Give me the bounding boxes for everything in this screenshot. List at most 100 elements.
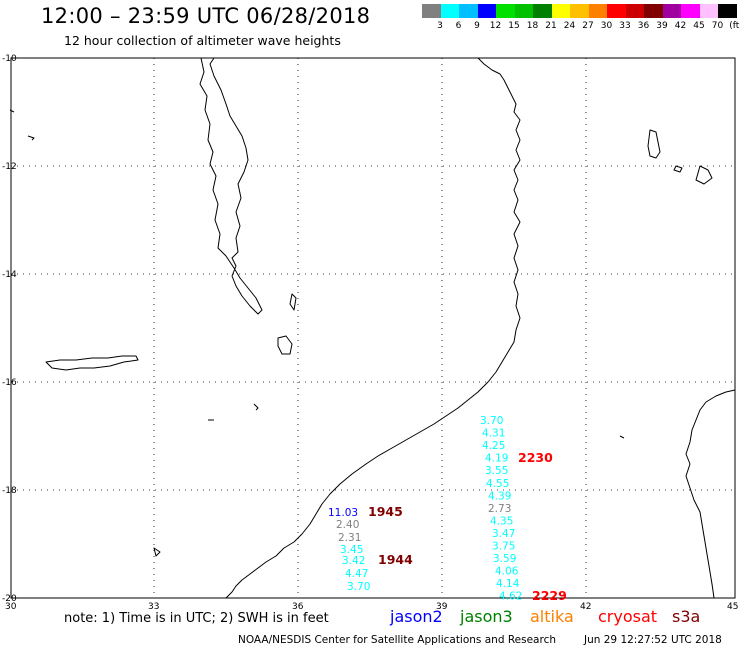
- lon-label: 45: [727, 602, 738, 612]
- wave-height-reading: 4.14: [496, 578, 520, 590]
- credit-line: NOAA/NESDIS Center for Satellite Applica…: [238, 634, 556, 646]
- legend-swatch: [644, 4, 663, 18]
- legend-label: 39: [656, 21, 668, 31]
- legend-label: 45: [693, 21, 705, 31]
- lake-kariba-outline: [45, 355, 139, 371]
- legend-swatch: [588, 4, 607, 18]
- wave-height-reading: 3.55: [485, 465, 508, 477]
- legend-swatch: [570, 4, 589, 18]
- pass-time-label: 2230: [518, 450, 553, 465]
- lon-label: 36: [292, 602, 304, 612]
- lon-label: 33: [148, 602, 159, 612]
- legend-swatch: [533, 4, 552, 18]
- legend-label: 6: [455, 21, 462, 31]
- wave-height-reading: 3.70: [480, 415, 503, 427]
- legend-label: 70: [711, 21, 724, 31]
- legend-swatch: [681, 4, 700, 18]
- lat-label: -10: [2, 54, 17, 64]
- wave-height-reading: 4.62: [499, 591, 522, 603]
- small-island: [9, 109, 15, 113]
- legend-swatch: [699, 4, 718, 18]
- legend-swatch: [422, 4, 441, 18]
- wave-height-reading: 4.31: [482, 428, 505, 440]
- legend-label: 3: [437, 21, 443, 31]
- wave-height-reading: 11.03: [328, 507, 358, 519]
- pass-time-label: 1944: [378, 552, 413, 567]
- legend-swatch: [477, 4, 496, 18]
- small-island: [27, 135, 35, 141]
- legend-swatch: [514, 4, 533, 18]
- altimeter-readings: 3.704.314.254.193.554.554.392.734.353.47…: [328, 415, 567, 603]
- legend-label: 21: [545, 21, 557, 31]
- lat-label: -16: [2, 378, 17, 388]
- legend-swatch: [607, 4, 626, 18]
- map-frame: [10, 57, 736, 599]
- legend-label: 18: [526, 21, 539, 31]
- legend-label: (ft): [729, 21, 740, 31]
- wave-height-reading: 3.47: [492, 528, 515, 540]
- wave-height-reading: 3.59: [493, 553, 516, 565]
- legend-label: 42: [674, 21, 687, 31]
- footer-note: note: 1) Time is in UTC; 2) SWH is in fe…: [64, 611, 329, 626]
- wave-height-reading: 3.75: [492, 541, 515, 553]
- wave-height-reading: 4.06: [495, 566, 519, 578]
- legend-swatch: [496, 4, 515, 18]
- legend-label: 15: [508, 21, 520, 31]
- wave-height-reading: 3.42: [342, 555, 365, 567]
- legend-swatch: [662, 4, 681, 18]
- legend-label: 27: [582, 21, 594, 31]
- wave-height-reading: 4.19: [485, 453, 508, 465]
- madagascar-coastline: [685, 389, 736, 599]
- lake-outline: [289, 293, 297, 311]
- wave-height-reading: 4.35: [490, 515, 513, 527]
- map-title: 12:00 – 23:59 UTC 06/28/2018: [41, 4, 371, 28]
- legend-swatch: [551, 4, 570, 18]
- lat-label: -14: [2, 270, 17, 280]
- comoros-island: [647, 129, 661, 159]
- lat-label: -12: [2, 162, 17, 172]
- wave-height-reading: 3.70: [347, 581, 370, 593]
- wave-height-reading: 4.55: [486, 478, 509, 490]
- legend-swatch: [440, 4, 459, 18]
- wave-height-reading: 2.31: [338, 532, 361, 544]
- lake-outline: [277, 335, 293, 355]
- legend-label: 9: [474, 21, 480, 31]
- wave-height-reading: 2.73: [488, 503, 511, 515]
- legend-label: 36: [637, 21, 650, 31]
- satellite-legend-jason2: jason2: [390, 607, 443, 626]
- legend-label: 30: [600, 21, 613, 31]
- wave-height-reading: 4.25: [482, 440, 505, 452]
- wave-height-reading: 2.40: [336, 519, 359, 531]
- coastlines: [9, 57, 736, 599]
- lon-label: 39: [436, 602, 448, 612]
- pass-time-label: 1945: [368, 504, 403, 519]
- pass-time-label: 2229: [532, 588, 567, 603]
- legend-swatch: [459, 4, 478, 18]
- legend-label: 12: [489, 21, 502, 31]
- lon-label: 30: [5, 602, 17, 612]
- legend-label: 24: [563, 21, 576, 31]
- legend-swatch: [718, 4, 737, 18]
- satellite-legend-altika: altika: [530, 607, 574, 626]
- small-lake: [253, 403, 259, 411]
- color-scale-legend: [422, 4, 737, 18]
- legend-swatch: [625, 4, 644, 18]
- satellite-legend-s3a: s3a: [672, 607, 701, 626]
- graticule: [11, 58, 735, 598]
- satellite-legend-jason3: jason3: [460, 607, 513, 626]
- small-island: [619, 435, 625, 439]
- legend-label: 33: [619, 21, 631, 31]
- small-lake: [153, 547, 161, 557]
- comoros-island: [695, 165, 713, 185]
- wave-height-reading: 4.39: [488, 490, 511, 502]
- map-subtitle: 12 hour collection of altimeter wave hei…: [64, 33, 341, 48]
- lake-malawi-outline: [199, 57, 263, 315]
- wave-height-reading: 3.45: [340, 544, 363, 556]
- wave-height-reading: 4.47: [345, 568, 368, 580]
- comoros-island: [673, 165, 683, 173]
- lon-label: 42: [580, 602, 591, 612]
- lat-label: -20: [2, 594, 17, 604]
- generated-timestamp: Jun 29 12:27:52 UTC 2018: [584, 634, 722, 646]
